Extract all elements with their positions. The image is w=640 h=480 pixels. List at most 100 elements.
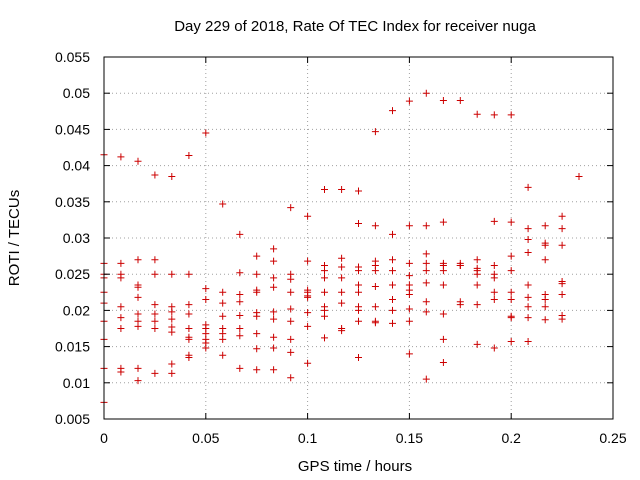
data-point: [338, 300, 345, 307]
data-point: [304, 213, 311, 220]
data-point: [508, 111, 515, 118]
data-point: [304, 258, 311, 265]
data-point: [525, 303, 532, 310]
data-point: [372, 283, 379, 290]
data-point: [236, 298, 243, 305]
data-point: [338, 263, 345, 270]
data-point: [287, 305, 294, 312]
data-point: [542, 256, 549, 263]
data-point: [304, 309, 311, 316]
data-point: [525, 314, 532, 321]
data-point: [355, 187, 362, 194]
data-point: [135, 365, 142, 372]
data-point: [389, 307, 396, 314]
data-point: [287, 374, 294, 381]
data-point: [440, 336, 447, 343]
chart-title: Day 229 of 2018, Rate Of TEC Index for r…: [174, 18, 536, 35]
data-point: [219, 289, 226, 296]
data-point: [406, 305, 413, 312]
data-point: [389, 256, 396, 263]
data-point: [151, 301, 158, 308]
data-point: [321, 186, 328, 193]
data-point: [474, 256, 481, 263]
data-point: [508, 253, 515, 260]
data-point: [525, 184, 532, 191]
data-point: [423, 267, 430, 274]
data-point: [440, 267, 447, 274]
data-point: [542, 296, 549, 303]
data-point: [559, 225, 566, 232]
x-tick-labels: 0 0.05 0.1 0.15 0.2 0.25: [100, 430, 627, 446]
data-point: [474, 282, 481, 289]
data-point: [406, 350, 413, 357]
data-point: [151, 311, 158, 318]
data-point: [236, 365, 243, 372]
data-point: [270, 366, 277, 373]
y-tick-label: 0.005: [55, 411, 90, 427]
data-point: [321, 313, 328, 320]
data-point: [372, 319, 379, 326]
data-point: [202, 130, 209, 137]
data-point: [117, 368, 124, 375]
data-point: [338, 274, 345, 281]
data-point: [287, 349, 294, 356]
y-tick-label: 0.05: [63, 85, 90, 101]
data-point: [423, 298, 430, 305]
data-point: [440, 97, 447, 104]
data-point: [338, 289, 345, 296]
data-point: [287, 318, 294, 325]
roti-scatter-chart: Day 229 of 2018, Rate Of TEC Index for r…: [0, 0, 640, 480]
data-point: [491, 274, 498, 281]
data-point: [559, 316, 566, 323]
data-point: [355, 354, 362, 361]
data-point: [508, 289, 515, 296]
data-point: [270, 258, 277, 265]
y-tick-label: 0.01: [63, 375, 90, 391]
data-point: [508, 219, 515, 226]
y-tick-label: 0.045: [55, 121, 90, 137]
data-point: [135, 256, 142, 263]
data-point: [525, 249, 532, 256]
data-point: [117, 260, 124, 267]
data-point: [117, 314, 124, 321]
data-point: [559, 242, 566, 249]
data-point: [304, 294, 311, 301]
data-point: [406, 260, 413, 267]
data-point: [440, 219, 447, 226]
y-tick-label: 0.015: [55, 339, 90, 355]
data-point: [575, 173, 582, 180]
grid-lines: [104, 57, 613, 419]
data-point: [135, 158, 142, 165]
data-point: [236, 269, 243, 276]
data-point: [372, 267, 379, 274]
data-point: [525, 282, 532, 289]
data-point: [185, 325, 192, 332]
data-point: [270, 274, 277, 281]
data-point: [423, 250, 430, 257]
data-point: [253, 345, 260, 352]
data-point: [270, 284, 277, 291]
data-point: [117, 153, 124, 160]
data-point: [202, 345, 209, 352]
data-point: [236, 332, 243, 339]
data-point: [236, 312, 243, 319]
y-tick-label: 0.025: [55, 266, 90, 282]
data-point: [236, 325, 243, 332]
data-point: [355, 267, 362, 274]
data-point: [287, 336, 294, 343]
y-tick-label: 0.04: [63, 158, 90, 174]
data-point: [253, 313, 260, 320]
data-point: [253, 253, 260, 260]
data-point: [406, 318, 413, 325]
y-axis-label: ROTI / TECUs: [6, 190, 23, 286]
data-point: [491, 218, 498, 225]
y-tick-labels: 0.005 0.01 0.015 0.02 0.025 0.03 0.035 0.04 0.04…: [55, 49, 90, 427]
data-point: [168, 316, 175, 323]
x-tick-label: 0.05: [192, 430, 219, 446]
data-point: [135, 294, 142, 301]
data-point: [491, 111, 498, 118]
data-point: [304, 323, 311, 330]
data-point: [508, 338, 515, 345]
data-point: [185, 301, 192, 308]
data-point: [389, 107, 396, 114]
